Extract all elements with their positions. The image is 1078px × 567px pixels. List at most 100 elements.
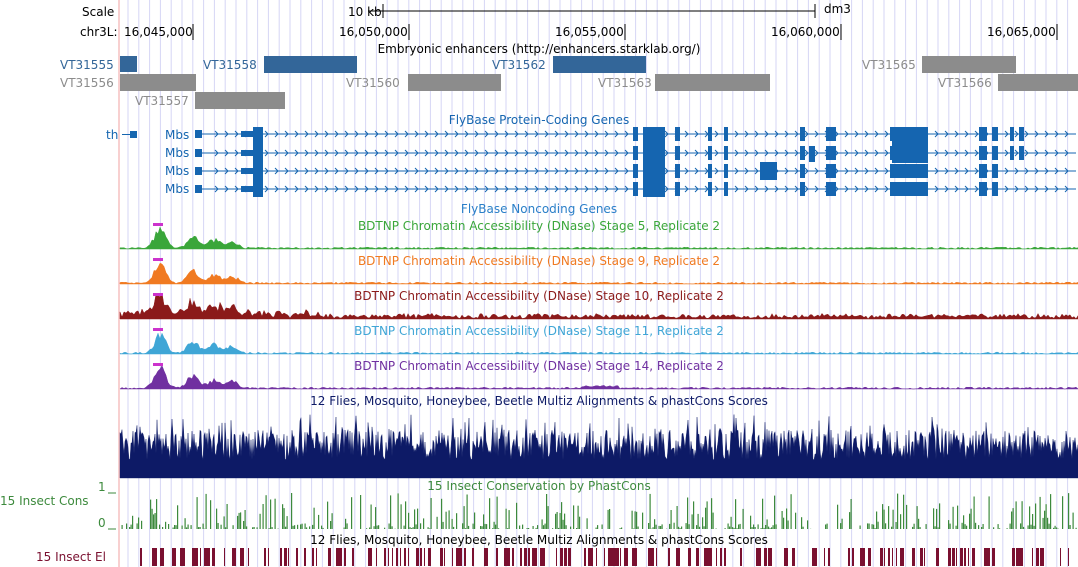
dnase-stage11-title[interactable]: BDTNP Chromatin Accessibility (DNase) St… xyxy=(354,324,724,338)
phastcons-bar xyxy=(763,527,765,529)
phastcons-bar xyxy=(1011,511,1013,529)
strand-arrow xyxy=(334,185,339,193)
strand-arrow xyxy=(584,167,589,175)
dnase-stage14-title[interactable]: BDTNP Chromatin Accessibility (DNase) St… xyxy=(354,359,724,373)
conserved-element xyxy=(584,548,586,566)
peak-clip-marker xyxy=(153,293,163,296)
conserved-element xyxy=(192,548,196,566)
phastcons-bar xyxy=(489,498,491,529)
gene-label-th[interactable]: th xyxy=(106,128,119,142)
strand-arrow xyxy=(1004,185,1009,193)
enhancer-track-title[interactable]: Embryonic enhancers (http://enhancers.st… xyxy=(377,42,701,56)
phastcons-bar xyxy=(660,526,662,529)
phastcons-bar xyxy=(916,506,918,529)
phastcons-bar xyxy=(999,528,1001,529)
dnase-stage5-title[interactable]: BDTNP Chromatin Accessibility (DNase) St… xyxy=(357,219,721,233)
phastcons-bar xyxy=(787,520,789,529)
conserved-element xyxy=(336,548,340,566)
strand-arrow xyxy=(684,167,689,175)
enhancer-label[interactable]: VT31562 xyxy=(492,58,546,72)
strand-arrow xyxy=(814,149,819,157)
phastcons-bar xyxy=(573,505,575,529)
phastcons-bar xyxy=(297,524,299,529)
phastcons-bar xyxy=(679,528,681,529)
coding-exon xyxy=(241,168,253,174)
conserved-element xyxy=(440,548,443,566)
conserved-element xyxy=(784,548,788,566)
conserved-element xyxy=(604,548,605,566)
strand-arrow xyxy=(694,130,699,138)
phastcons-bar xyxy=(519,525,521,529)
multiz-track-title[interactable]: 12 Flies, Mosquito, Honeybee, Beetle Mul… xyxy=(310,394,768,408)
conserved-element xyxy=(160,548,164,566)
coordinate-ticks xyxy=(192,24,1058,40)
phastcons-bar xyxy=(225,527,227,529)
phastcons-bar xyxy=(973,496,975,529)
phastcons-bar xyxy=(1044,510,1046,529)
strand-arrow xyxy=(694,149,699,157)
strand-arrow xyxy=(214,149,219,157)
phastcons-side-label[interactable]: 15 Insect Cons xyxy=(0,494,89,508)
enhancer-label[interactable]: VT31566 xyxy=(938,76,992,90)
strand-arrow xyxy=(854,167,859,175)
conserved-element xyxy=(884,548,885,566)
enhancer-label[interactable]: VT31556 xyxy=(60,76,114,90)
protein-coding-track-title[interactable]: FlyBase Protein-Coding Genes xyxy=(448,113,630,127)
phastcons-bar xyxy=(414,509,416,529)
conserved-element xyxy=(1060,548,1061,566)
strand-arrow xyxy=(544,149,549,157)
enhancer-label[interactable]: VT31558 xyxy=(203,58,257,72)
phastcons-bar xyxy=(465,528,467,529)
phastcons-bar xyxy=(199,527,201,529)
enhancer-label[interactable]: VT31565 xyxy=(862,58,916,72)
peak-clip-marker xyxy=(153,223,163,226)
conserved-element xyxy=(568,548,571,566)
dnase-stage10-title[interactable]: BDTNP Chromatin Accessibility (DNase) St… xyxy=(354,289,724,303)
elements-side-label[interactable]: 15 Insect El xyxy=(36,550,106,564)
enhancer-label[interactable]: VT31563 xyxy=(598,76,652,90)
strand-arrow xyxy=(874,167,879,175)
phastcons-bar xyxy=(132,515,134,529)
noncoding-track-title[interactable]: FlyBase Noncoding Genes xyxy=(460,202,618,216)
conserved-element xyxy=(504,548,508,566)
strand-arrow xyxy=(284,130,289,138)
phastcons-bar xyxy=(306,527,308,529)
phastcons-bar xyxy=(1035,503,1037,529)
enhancer-label[interactable]: VT31560 xyxy=(346,76,400,90)
strand-arrow xyxy=(944,130,949,138)
gene-label-mbs[interactable]: Mbs xyxy=(165,146,190,160)
phastcons-bar xyxy=(1056,527,1058,529)
dnase-stage9-title[interactable]: BDTNP Chromatin Accessibility (DNase) St… xyxy=(357,254,721,268)
phastcons-bar xyxy=(697,513,699,529)
phastcons-bar xyxy=(607,509,609,529)
strand-arrow xyxy=(604,130,609,138)
strand-arrow xyxy=(954,149,959,157)
conserved-element xyxy=(512,548,514,566)
strand-arrow xyxy=(814,167,819,175)
phastcons-bar xyxy=(790,494,792,529)
gene-label-mbs[interactable]: Mbs xyxy=(165,182,190,196)
phastcons-axis-min: 0 xyxy=(98,516,106,530)
conserved-element xyxy=(708,548,712,566)
strand-arrow xyxy=(304,185,309,193)
gene-label-mbs[interactable]: Mbs xyxy=(165,164,190,178)
conserved-element xyxy=(472,548,474,566)
phastcons-track-title[interactable]: 15 Insect Conservation by PhastCons xyxy=(427,479,651,493)
conserved-element xyxy=(848,548,850,566)
phastcons-bar xyxy=(655,524,657,529)
enhancer-label[interactable]: VT31557 xyxy=(135,94,189,108)
phastcons-bar xyxy=(262,504,264,529)
enhancer-label[interactable]: VT31555 xyxy=(60,58,114,72)
strand-arrow xyxy=(474,149,479,157)
phastcons-bar xyxy=(727,523,729,529)
strand-arrow xyxy=(364,149,369,157)
strand-arrow xyxy=(954,167,959,175)
elements-track-title[interactable]: 12 Flies, Mosquito, Honeybee, Beetle Mul… xyxy=(310,533,768,547)
coding-exon xyxy=(979,146,987,160)
gene-label-mbs[interactable]: Mbs xyxy=(165,128,190,142)
strand-arrow xyxy=(764,185,769,193)
phastcons-bar xyxy=(474,512,476,529)
strand-arrow xyxy=(494,167,499,175)
